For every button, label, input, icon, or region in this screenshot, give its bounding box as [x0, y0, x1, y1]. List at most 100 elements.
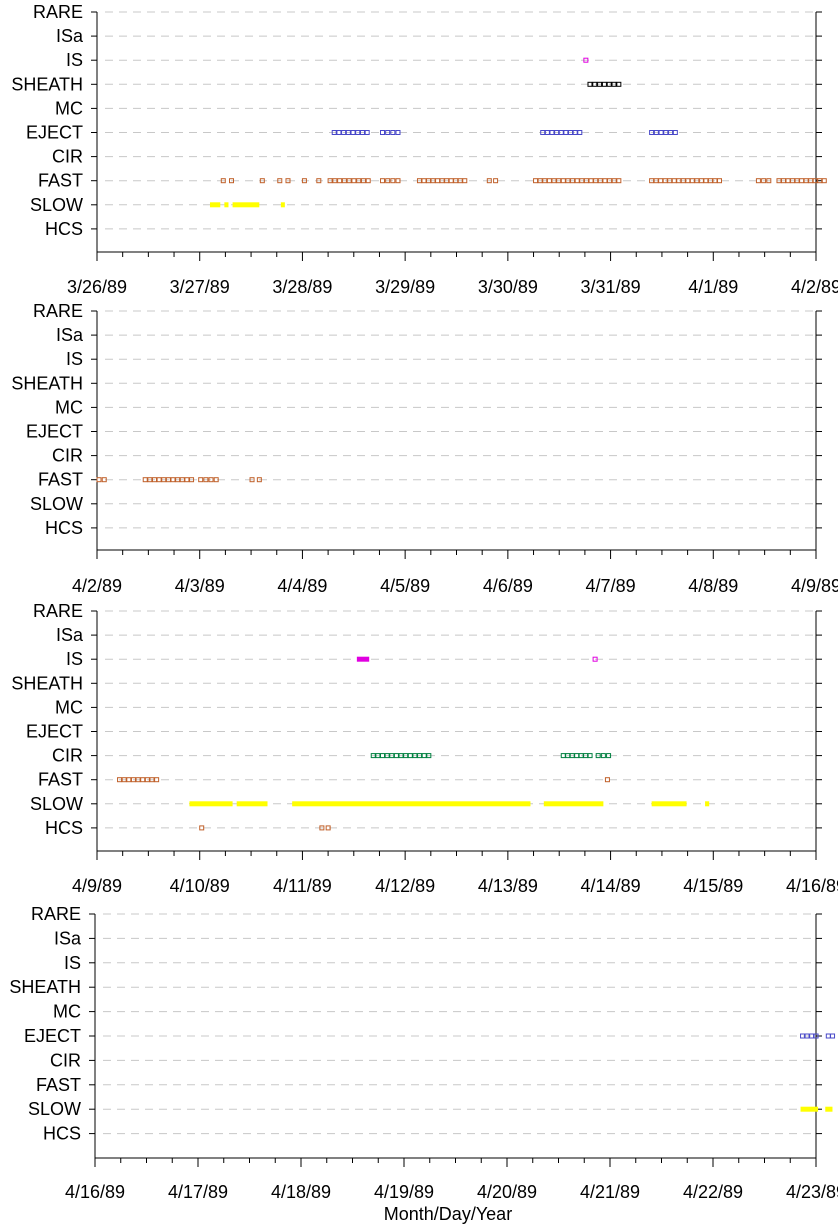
data-mark-fast — [602, 178, 608, 184]
data-mark-fast — [365, 178, 371, 184]
data-segment-slow — [705, 801, 710, 807]
x-tick-label: 4/3/89 — [175, 576, 225, 596]
data-mark-fast — [717, 178, 723, 184]
data-mark-fast — [208, 477, 214, 483]
y-tick-label: SHEATH — [9, 977, 81, 997]
data-mark-fast — [448, 178, 454, 184]
y-tick-label: CIR — [50, 1050, 81, 1070]
data-mark-fast — [689, 178, 695, 184]
data-segment-slow — [800, 1106, 819, 1112]
data-segment-fast — [117, 777, 160, 783]
y-tick-label: HCS — [45, 818, 83, 838]
data-mark-fast — [794, 178, 800, 184]
data-mark-fast — [249, 477, 255, 483]
data-mark-fast — [616, 178, 622, 184]
data-mark-fast — [812, 178, 818, 184]
data-mark-slow — [189, 801, 233, 807]
y-tick-label: FAST — [36, 1075, 81, 1095]
data-segment-sheath — [587, 81, 622, 87]
data-mark-slow — [705, 801, 710, 807]
data-mark-fast — [457, 178, 463, 184]
x-tick-label: 3/26/89 — [67, 277, 127, 297]
data-segment-cir — [370, 753, 432, 759]
data-mark-eject — [804, 1033, 810, 1039]
data-mark-slow — [825, 1106, 833, 1112]
data-mark-fast — [379, 178, 385, 184]
data-mark-fast — [597, 178, 603, 184]
data-segment-fast — [649, 178, 723, 184]
data-segment-slow — [825, 1106, 833, 1112]
data-mark-fast — [551, 178, 557, 184]
data-mark-eject — [364, 130, 370, 135]
data-mark-fast — [184, 477, 190, 483]
data-mark-fast — [277, 178, 283, 184]
data-mark-fast — [220, 178, 226, 184]
data-segment-eject — [649, 130, 678, 135]
data-mark-fast — [462, 178, 468, 184]
data-mark-fast — [121, 777, 127, 783]
data-segment-cir — [595, 753, 612, 759]
data-mark-fast — [395, 178, 401, 184]
data-mark-sheath — [616, 81, 622, 87]
data-mark-eject — [572, 130, 578, 135]
data-segment-is — [583, 57, 589, 63]
data-mark-eject — [658, 130, 664, 135]
data-mark-cir — [421, 753, 427, 759]
data-segment-eject — [331, 130, 370, 135]
data-mark-fast — [799, 178, 805, 184]
data-mark-fast — [332, 178, 338, 184]
x-tick-label: 4/10/89 — [170, 876, 230, 896]
data-segment-slow — [280, 202, 285, 208]
y-tick-label: ISa — [56, 325, 84, 345]
data-mark-cir — [595, 753, 601, 759]
x-tick-label: 4/21/89 — [580, 1182, 640, 1202]
x-tick-label: 3/29/89 — [375, 277, 435, 297]
data-mark-eject — [390, 130, 396, 135]
y-tick-label: EJECT — [24, 1026, 81, 1046]
data-mark-cir — [606, 753, 612, 759]
data-mark-fast — [130, 777, 136, 783]
data-mark-hcs — [325, 825, 331, 831]
data-mark-fast — [444, 178, 450, 184]
data-mark-fast — [149, 777, 155, 783]
data-mark-eject — [568, 130, 574, 135]
data-mark-fast — [156, 477, 162, 483]
data-mark-is — [583, 57, 589, 63]
data-mark-fast — [135, 777, 141, 783]
y-tick-label: RARE — [31, 904, 81, 924]
data-mark-hcs — [319, 825, 325, 831]
y-tick-label: RARE — [33, 601, 83, 621]
data-mark-fast — [486, 178, 492, 184]
x-tick-label: 4/20/89 — [477, 1182, 537, 1202]
x-tick-label: 4/4/89 — [277, 576, 327, 596]
data-segment-fast — [229, 178, 235, 184]
data-mark-hcs — [199, 825, 205, 831]
data-mark-fast — [179, 477, 185, 483]
data-mark-cir — [389, 753, 395, 759]
data-mark-cir — [574, 753, 580, 759]
data-mark-fast — [803, 178, 809, 184]
data-mark-fast — [533, 178, 539, 184]
x-tick-label: 4/8/89 — [688, 576, 738, 596]
y-tick-label: MC — [53, 1002, 81, 1022]
data-mark-fast — [327, 178, 333, 184]
data-segment-fast — [379, 178, 401, 184]
x-tick-label: 4/5/89 — [380, 576, 430, 596]
data-mark-fast — [698, 178, 704, 184]
x-tick-label: 4/14/89 — [581, 876, 641, 896]
data-mark-sheath — [601, 81, 607, 87]
data-mark-fast — [175, 477, 181, 483]
x-tick-label: 3/30/89 — [478, 277, 538, 297]
data-mark-eject — [331, 130, 337, 135]
data-mark-eject — [672, 130, 678, 135]
x-tick-label: 3/28/89 — [272, 277, 332, 297]
data-mark-fast — [579, 178, 585, 184]
y-tick-label: RARE — [33, 2, 83, 22]
data-mark-fast — [430, 178, 436, 184]
data-mark-fast — [203, 477, 209, 483]
data-mark-sheath — [592, 81, 598, 87]
data-segment-eject — [800, 1033, 819, 1039]
data-mark-fast — [301, 178, 307, 184]
data-mark-fast — [346, 178, 352, 184]
